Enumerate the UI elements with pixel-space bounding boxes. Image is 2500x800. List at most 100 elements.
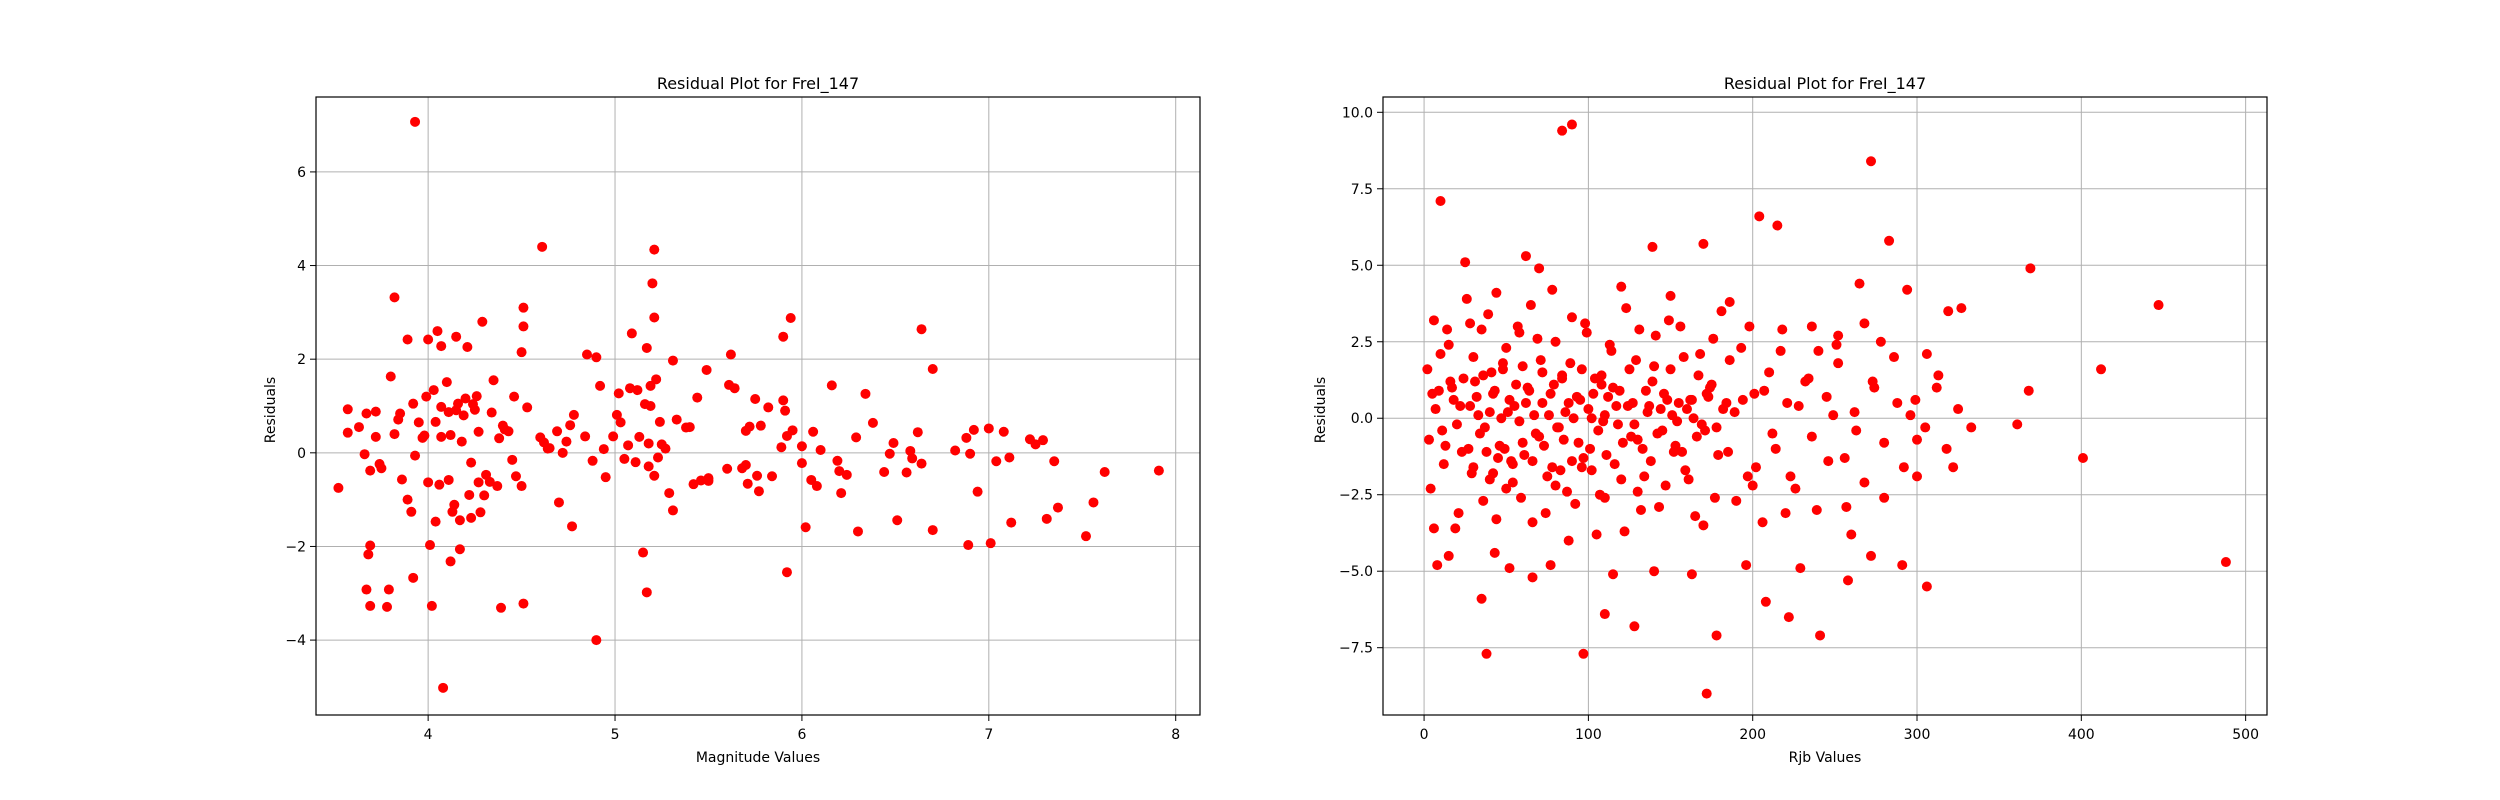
data-point xyxy=(961,432,972,443)
data-point xyxy=(916,324,927,335)
data-point xyxy=(1465,401,1476,411)
data-point xyxy=(432,326,443,337)
data-point xyxy=(667,505,678,516)
data-point xyxy=(445,556,456,567)
data-point xyxy=(1698,520,1709,531)
data-point xyxy=(1586,413,1597,424)
data-point xyxy=(1654,501,1665,512)
data-point xyxy=(1451,419,1462,430)
data-point xyxy=(1677,446,1688,457)
data-point xyxy=(359,449,370,460)
data-point xyxy=(333,482,344,493)
data-point xyxy=(1619,526,1630,537)
data-point xyxy=(1645,456,1656,467)
data-point xyxy=(983,423,994,434)
data-point xyxy=(1545,560,1556,571)
data-point xyxy=(1772,220,1783,231)
data-point xyxy=(1724,296,1735,307)
data-point xyxy=(1535,355,1546,366)
data-point xyxy=(395,408,406,419)
data-point xyxy=(1933,370,1944,381)
y-tick-label: 10.0 xyxy=(1342,105,1373,121)
data-point xyxy=(421,391,432,402)
data-point xyxy=(1581,327,1592,338)
data-point xyxy=(1750,462,1761,473)
data-point xyxy=(1690,511,1701,522)
data-point xyxy=(1634,324,1645,335)
data-point xyxy=(1599,492,1610,503)
data-point xyxy=(1504,563,1515,574)
y-tick-label: 5.0 xyxy=(1351,258,1373,274)
data-point xyxy=(2077,453,2088,464)
data-point xyxy=(1438,459,1449,470)
data-point xyxy=(410,450,421,461)
data-point xyxy=(1898,462,1909,473)
data-point xyxy=(660,443,671,454)
data-point xyxy=(1566,312,1577,323)
y-tick-label: 2 xyxy=(297,352,306,368)
data-point xyxy=(1616,281,1627,292)
data-point xyxy=(591,635,602,646)
data-point xyxy=(1576,462,1587,473)
data-point xyxy=(443,474,454,485)
data-point xyxy=(565,420,576,431)
data-point xyxy=(1742,471,1753,482)
plot-frame xyxy=(315,96,1201,716)
data-point xyxy=(634,431,645,442)
data-point xyxy=(851,432,862,443)
data-point xyxy=(1516,492,1527,503)
data-point xyxy=(1517,361,1528,372)
data-point xyxy=(1782,397,1793,408)
data-point xyxy=(1680,465,1691,476)
data-point xyxy=(852,526,863,537)
data-point xyxy=(1486,367,1497,378)
data-point xyxy=(1737,394,1748,405)
y-axis-label-rjb: Residuals xyxy=(1313,377,1329,443)
y-axis-label-magnitude: Residuals xyxy=(263,377,279,443)
data-point xyxy=(1823,456,1834,467)
data-point xyxy=(1608,569,1619,580)
data-point xyxy=(1562,486,1573,497)
data-point xyxy=(1517,437,1528,448)
data-point xyxy=(1609,459,1620,470)
data-point xyxy=(453,398,464,409)
data-point xyxy=(901,467,912,478)
data-point xyxy=(1088,497,1099,508)
data-point xyxy=(1629,419,1640,430)
data-point xyxy=(473,426,484,437)
data-point xyxy=(1550,480,1561,491)
data-point xyxy=(1514,327,1525,338)
data-point xyxy=(1501,483,1512,494)
data-point xyxy=(1502,407,1513,418)
data-point xyxy=(722,463,733,474)
data-point xyxy=(464,489,475,500)
data-point xyxy=(1912,471,1923,482)
data-point xyxy=(740,459,751,470)
data-point xyxy=(1491,514,1502,525)
data-point xyxy=(1635,505,1646,516)
x-tick-label: 8 xyxy=(1171,727,1180,743)
data-point xyxy=(494,433,505,444)
data-point xyxy=(402,494,413,505)
data-point xyxy=(430,416,441,427)
data-point xyxy=(1547,284,1558,295)
data-point xyxy=(2153,300,2164,311)
data-point xyxy=(703,475,714,486)
data-point xyxy=(1821,391,1832,402)
data-point xyxy=(684,422,695,433)
y-tick-label: 4 xyxy=(297,259,306,275)
data-point xyxy=(1509,401,1520,411)
y-tick-label: 2.5 xyxy=(1351,335,1373,351)
data-point xyxy=(1153,465,1164,476)
data-point xyxy=(836,488,847,499)
data-point xyxy=(419,430,430,441)
data-point xyxy=(503,426,514,437)
data-point xyxy=(1430,404,1441,415)
data-point xyxy=(796,441,807,452)
data-point xyxy=(860,388,871,399)
data-point xyxy=(1432,560,1443,571)
data-point xyxy=(1757,517,1768,528)
data-point xyxy=(1629,621,1640,632)
data-point xyxy=(1585,443,1596,454)
data-point xyxy=(1783,612,1794,623)
